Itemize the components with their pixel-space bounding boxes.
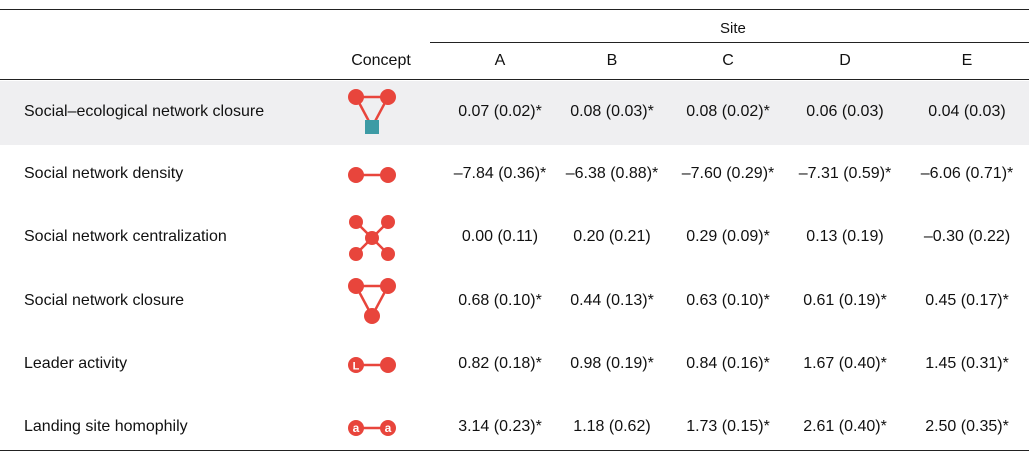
value-site-b: 0.20 (0.21): [573, 228, 651, 245]
table-row: Landing site homophily a a 3.14 (0.23)* …: [0, 396, 1029, 460]
table-row: Leader activity L 0.82 (0.18)* 0.98 (0.1…: [0, 333, 1029, 397]
value-site-c: 1.73 (0.15)*: [686, 418, 770, 435]
value-site-c: 0.63 (0.10)*: [686, 292, 770, 309]
value-site-b: –6.38 (0.88)*: [565, 165, 659, 182]
table-bottom-rule: [0, 450, 1029, 451]
metric-label: Landing site homophily: [24, 418, 188, 435]
table-row: Social network closure 0.68 (0.10)* 0.44…: [0, 270, 1029, 334]
value-site-e: –6.06 (0.71)*: [920, 165, 1014, 182]
value-site-e: –0.30 (0.22): [923, 228, 1011, 245]
value-site-d: –7.31 (0.59)*: [798, 165, 892, 182]
value-site-b: 1.18 (0.62): [573, 418, 651, 435]
value-site-d: 0.06 (0.03): [806, 103, 884, 120]
table-row: Social network density –7.84 (0.36)* –6.…: [0, 143, 1029, 207]
site-b-header: B: [606, 52, 618, 69]
metric-label: Social network density: [24, 165, 184, 182]
network-centralization-icon: [349, 215, 395, 261]
site-header: Site: [720, 20, 746, 37]
site-header-rule: [430, 42, 1029, 43]
leader-activity-icon: L: [348, 357, 396, 373]
value-site-d: 0.13 (0.19): [806, 228, 884, 245]
metric-label: Social–ecological network closure: [24, 103, 265, 120]
value-site-c: –7.60 (0.29)*: [681, 165, 775, 182]
homophily-icon: a a: [348, 420, 396, 436]
value-site-b: 0.44 (0.13)*: [570, 292, 654, 309]
value-site-a: 0.82 (0.18)*: [458, 355, 542, 372]
network-density-icon: [348, 167, 396, 183]
value-site-a: –7.84 (0.36)*: [453, 165, 547, 182]
value-site-c: 0.29 (0.09)*: [686, 228, 770, 245]
metric-label: Leader activity: [24, 355, 128, 372]
network-closure-icon: [348, 278, 396, 324]
site-a-header: A: [494, 52, 506, 69]
value-site-d: 1.67 (0.40)*: [803, 355, 887, 372]
value-site-b: 0.98 (0.19)*: [570, 355, 654, 372]
site-e-header: E: [961, 52, 973, 69]
table-row: Social network centralization 0.00 (0.11…: [0, 206, 1029, 270]
homophily-node-letter-right: a: [385, 421, 392, 435]
value-site-e: 1.45 (0.31)*: [925, 355, 1009, 372]
value-site-d: 0.61 (0.19)*: [803, 292, 887, 309]
value-site-a: 3.14 (0.23)*: [458, 418, 542, 435]
site-d-header: D: [839, 52, 851, 69]
table-top-rule: [0, 9, 1029, 10]
homophily-node-letter-left: a: [353, 421, 360, 435]
value-site-c: 0.08 (0.02)*: [686, 103, 770, 120]
value-site-e: 2.50 (0.35)*: [925, 418, 1009, 435]
concept-header: Concept: [351, 52, 411, 69]
metric-label: Social network closure: [24, 292, 185, 309]
value-site-a: 0.68 (0.10)*: [458, 292, 542, 309]
value-site-c: 0.84 (0.16)*: [686, 355, 770, 372]
social-ecological-closure-icon: [348, 89, 396, 134]
value-site-d: 2.61 (0.40)*: [803, 418, 887, 435]
site-c-header: C: [722, 52, 734, 69]
value-site-e: 0.04 (0.03): [928, 103, 1006, 120]
value-site-b: 0.08 (0.03)*: [570, 103, 654, 120]
value-site-a: 0.00 (0.11): [461, 228, 539, 245]
value-site-e: 0.45 (0.17)*: [925, 292, 1009, 309]
leader-node-letter: L: [353, 361, 360, 373]
table-row: Social–ecological network closure 0.07 (…: [0, 81, 1029, 145]
table-header-rule: [0, 79, 1029, 80]
metric-label: Social network centralization: [24, 228, 227, 245]
value-site-a: 0.07 (0.02)*: [458, 103, 542, 120]
